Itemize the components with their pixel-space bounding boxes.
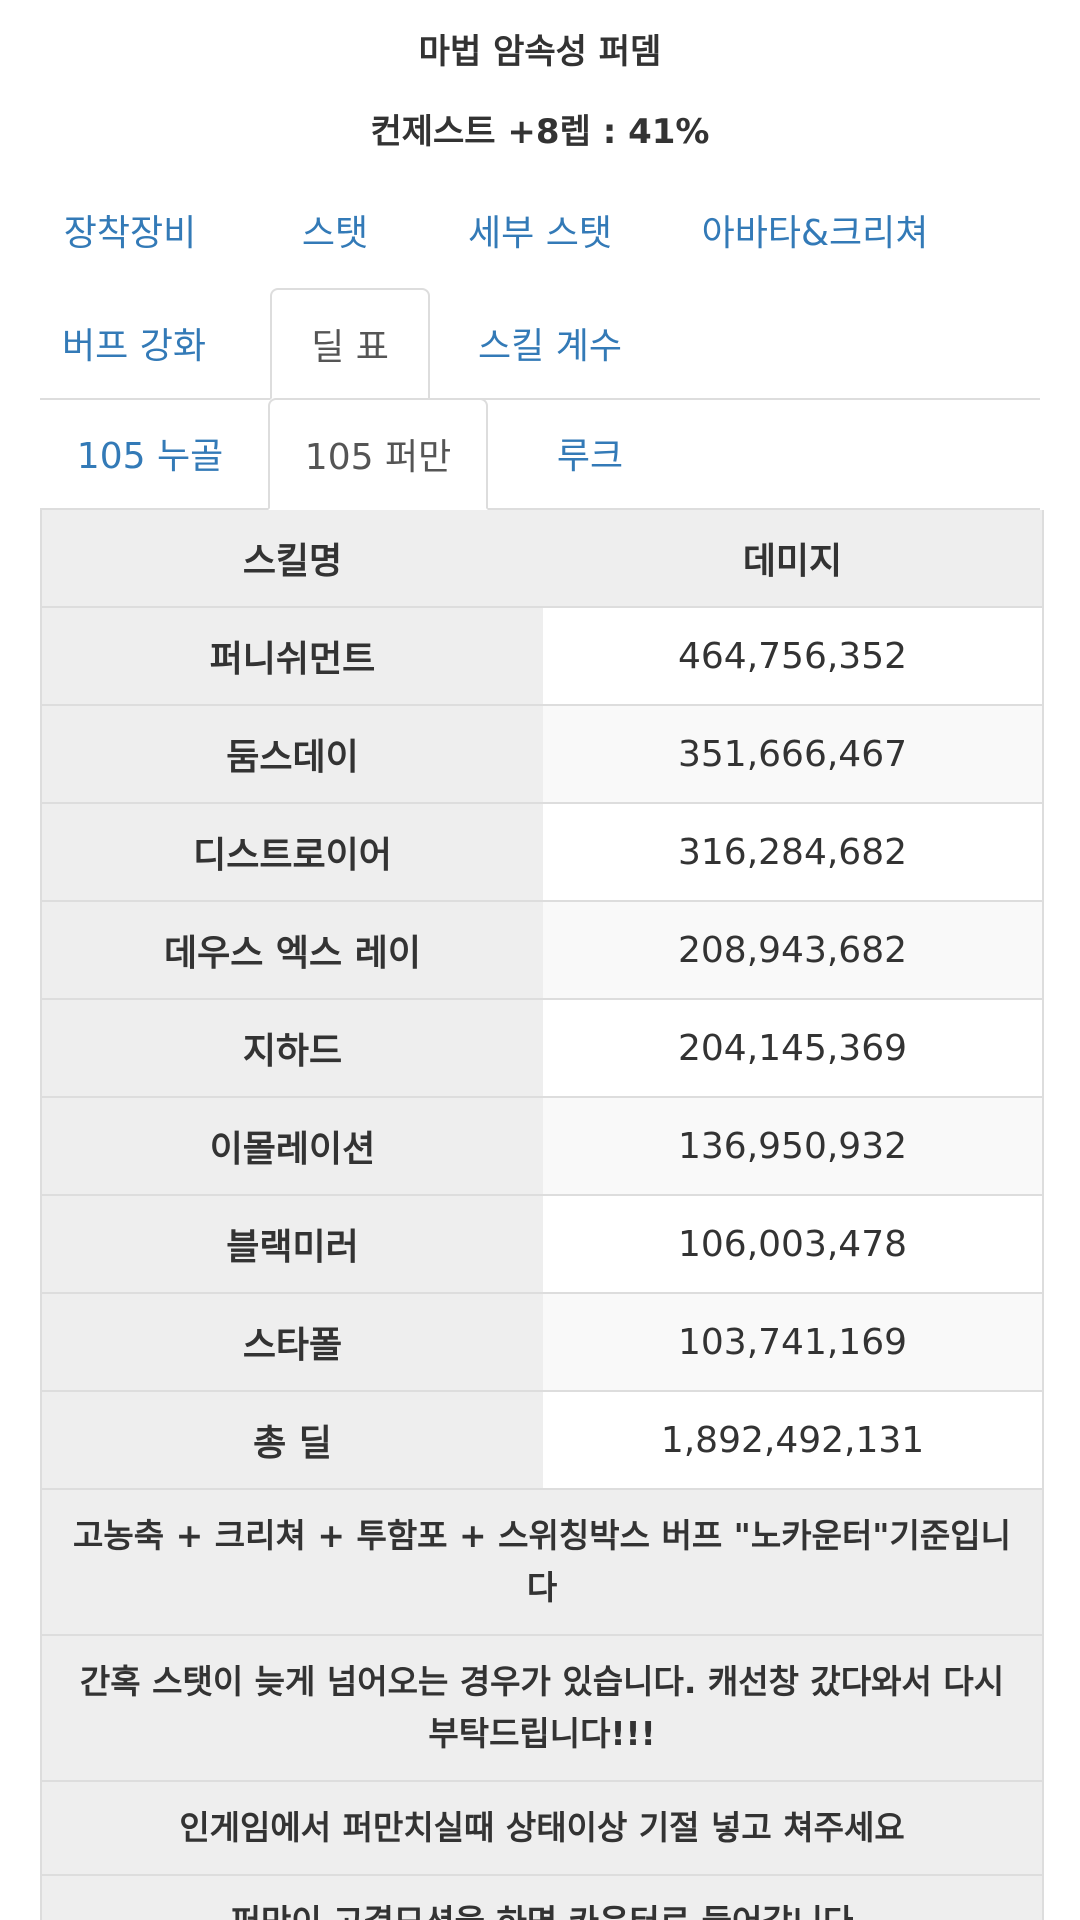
skill-name: 스타폴 [42,1294,543,1390]
column-header-skill: 스킬명 [42,510,543,606]
total-label: 총 딜 [42,1392,543,1488]
damage-value: 106,003,478 [543,1196,1042,1292]
damage-value: 103,741,169 [543,1294,1042,1390]
subtab-105-nugol[interactable]: 105 누골 [76,436,224,477]
page-title: 마법 암속성 퍼뎀 [418,32,662,72]
note-buff-basis: 고농축 + 크리쳐 + 투함포 + 스위칭박스 버프 "노카운터"기준입니다 [42,1490,1042,1636]
column-header-damage: 데미지 [543,510,1042,606]
table-total-row: 총 딜 1,892,492,131 [42,1392,1042,1490]
subtab-rook[interactable]: 루크 [556,436,624,477]
tab-skill-coefficients[interactable]: 스킬 계수 [478,326,622,367]
skill-name: 이몰레이션 [42,1098,543,1194]
damage-value: 204,145,369 [543,1000,1042,1096]
tab-row-secondary: 버프 강화 딜 표 스킬 계수 [40,288,1040,400]
table-header-row: 스킬명 데미지 [42,510,1042,608]
damage-value: 208,943,682 [543,902,1042,998]
note-stun-instruction: 인게임에서 퍼만치실때 상태이상 기절 넣고 쳐주세요 [42,1782,1042,1876]
tab-equipment[interactable]: 장착장비 [63,213,197,254]
table-row: 둠스데이 351,666,467 [42,706,1042,804]
damage-value: 136,950,932 [543,1098,1042,1194]
skill-name: 데우스 엑스 레이 [42,902,543,998]
skill-name: 디스트로이어 [42,804,543,900]
table-row: 데우스 엑스 레이 208,943,682 [42,902,1042,1000]
note-counter-motion: 퍼만이 고결모션을 하면 카운터로 들어갑니다 [42,1876,1042,1920]
tab-detail-stats[interactable]: 세부 스탯 [468,213,612,254]
tab-stats[interactable]: 스탯 [301,213,369,254]
table-row: 이몰레이션 136,950,932 [42,1098,1042,1196]
table-row: 퍼니쉬먼트 464,756,352 [42,608,1042,706]
note-stat-delay: 간혹 스탯이 늦게 넘어오는 경우가 있습니다. 캐선창 갔다와서 다시 부탁드… [42,1636,1042,1782]
table-row: 지하드 204,145,369 [42,1000,1042,1098]
damage-value: 351,666,467 [543,706,1042,802]
skill-name: 블랙미러 [42,1196,543,1292]
table-row: 스타폴 103,741,169 [42,1294,1042,1392]
skill-name: 퍼니쉬먼트 [42,608,543,704]
table-row: 디스트로이어 316,284,682 [42,804,1042,902]
damage-value: 316,284,682 [543,804,1042,900]
tab-damage-table[interactable]: 딜 표 [270,288,430,400]
skill-name: 지하드 [42,1000,543,1096]
total-damage-value: 1,892,492,131 [543,1392,1042,1488]
page-subtitle: 컨제스트 +8렙 : 41% [370,112,710,152]
subtab-105-perman[interactable]: 105 퍼만 [268,398,488,510]
damage-value: 464,756,352 [543,608,1042,704]
skill-name: 둠스데이 [42,706,543,802]
tab-avatar-creature[interactable]: 아바타&크리쳐 [701,213,929,254]
subtab-row: 105 누골 105 퍼만 루크 [40,398,1040,510]
table-row: 블랙미러 106,003,478 [42,1196,1042,1294]
tab-buff-enhance[interactable]: 버프 강화 [62,326,206,367]
damage-table: 스킬명 데미지 퍼니쉬먼트 464,756,352 둠스데이 351,666,4… [40,510,1044,1920]
tab-row-primary: 장착장비 스탯 세부 스탯 아바타&크리쳐 [40,176,1040,284]
